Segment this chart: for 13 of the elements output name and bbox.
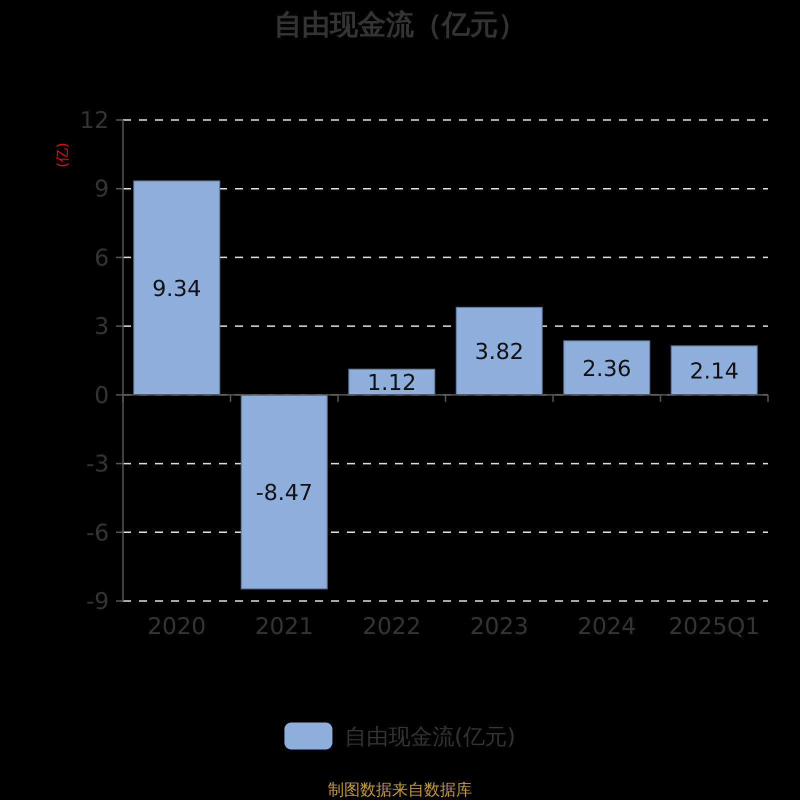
data-label: 2.36 (582, 356, 632, 382)
data-label: -8.47 (256, 480, 313, 506)
bar (670, 345, 758, 396)
bar (240, 394, 328, 590)
bar (456, 306, 543, 396)
data-label: 2.14 (690, 359, 739, 384)
data-label: 3.82 (474, 340, 524, 366)
text: 制图数据来自数据库 (328, 780, 472, 799)
bar (133, 180, 220, 396)
y-axis-title: (亿) (55, 142, 71, 168)
data-label: 1.12 (367, 371, 416, 396)
data-label: 9.34 (152, 276, 202, 302)
bar (563, 340, 650, 396)
